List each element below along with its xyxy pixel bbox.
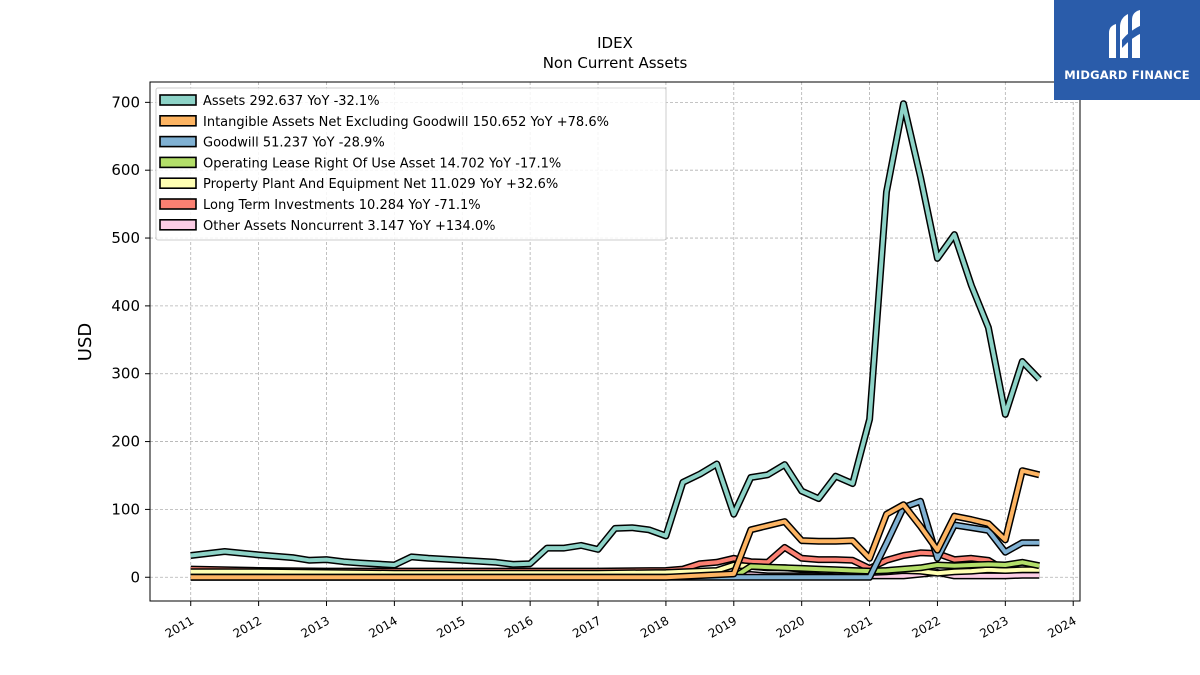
- legend-label-operating-lease-right-of-use-asset: Operating Lease Right Of Use Asset 14.70…: [203, 156, 561, 171]
- series-line-intangible-assets-net-excluding-goodwill: [190, 468, 1040, 580]
- y-tick-label: 200: [111, 433, 140, 451]
- y-tick-label: 300: [111, 365, 140, 383]
- series-layer: [190, 100, 1042, 581]
- x-tick-label: 2017: [570, 613, 603, 640]
- y-tick-label: 700: [111, 93, 140, 111]
- x-tick-label: 2012: [231, 613, 264, 640]
- legend-label-other-assets-noncurrent: Other Assets Noncurrent 3.147 YoY +134.0…: [203, 219, 495, 234]
- brand-logo: MIDGARD FINANCE: [1054, 0, 1200, 100]
- series-line-assets: [190, 101, 1041, 567]
- x-tick-label: 2018: [638, 613, 671, 640]
- y-tick-label: 0: [130, 568, 140, 586]
- x-tick-label: 2021: [842, 613, 875, 640]
- brand-mark-icon: [1109, 10, 1144, 58]
- legend-swatch-intangible-assets-net-excluding-goodwill: [159, 115, 197, 127]
- y-axis-label: USD: [75, 323, 96, 361]
- chart-title: IDEX: [597, 34, 633, 52]
- chart-subtitle: Non Current Assets: [543, 54, 688, 72]
- x-tick-label: 2024: [1045, 613, 1078, 640]
- y-tick-label: 600: [111, 161, 140, 179]
- x-tick-label: 2022: [909, 613, 942, 640]
- y-tick-label: 500: [111, 229, 140, 247]
- legend-swatch-property-plant-and-equipment-net: [159, 177, 197, 189]
- legend-label-intangible-assets-net-excluding-goodwill: Intangible Assets Net Excluding Goodwill…: [203, 115, 609, 130]
- legend-label-goodwill: Goodwill 51.237 YoY -28.9%: [203, 136, 385, 151]
- x-tick-label: 2014: [366, 613, 399, 640]
- legend: Assets 292.637 YoY -32.1% Intangible Asse…: [155, 87, 667, 241]
- legend-swatch-assets: [159, 94, 197, 106]
- x-tick-label: 2016: [502, 613, 535, 640]
- x-tick-label: 2015: [434, 613, 467, 640]
- legend-label-assets: Assets 292.637 YoY -32.1%: [203, 94, 380, 109]
- legend-swatch-operating-lease-right-of-use-asset: [159, 156, 197, 169]
- y-tick-label: 400: [111, 297, 140, 315]
- legend-swatch-long-term-investments: [159, 198, 197, 210]
- legend-swatch-goodwill: [159, 135, 197, 148]
- legend-label-property-plant-and-equipment-net: Property Plant And Equipment Net 11.029 …: [203, 177, 558, 192]
- legend-label-long-term-investments: Long Term Investments 10.284 YoY -71.1%: [203, 198, 481, 213]
- legend-swatch-other-assets-noncurrent: [159, 219, 197, 231]
- plot-frame: [149, 81, 1081, 602]
- x-tick-label: 2019: [706, 613, 739, 640]
- series-line-operating-lease-right-of-use-asset: [732, 560, 1040, 579]
- x-tick-label: 2011: [163, 613, 196, 640]
- x-tick-label: 2013: [299, 613, 332, 640]
- brand-name: MIDGARD FINANCE: [1064, 68, 1190, 82]
- legend-box: [155, 87, 667, 241]
- y-tick-label: 100: [111, 500, 140, 518]
- x-tick-label: 2020: [774, 613, 807, 640]
- x-tick-label: 2023: [977, 613, 1010, 640]
